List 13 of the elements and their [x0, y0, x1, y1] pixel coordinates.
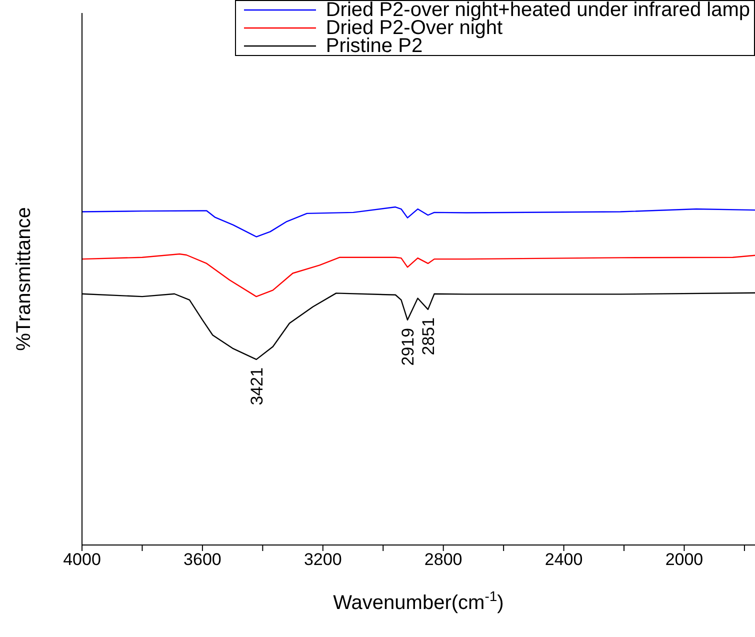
- annotation: 3421: [246, 367, 266, 406]
- x-axis-title: Wavenumber(cm$^{-1}$): [333, 588, 504, 614]
- x-tick-label: 2800: [424, 550, 462, 570]
- annotation: 2919: [398, 328, 418, 366]
- x-tick-label: 2000: [665, 550, 704, 570]
- y-axis-title: %Transmittance: [13, 207, 35, 351]
- x-tick-label: 4000: [63, 550, 101, 570]
- x-tick-label: 3200: [304, 550, 342, 570]
- x-tick-label: 3600: [184, 550, 222, 570]
- legend-label: Dried P2-over night+heated under infrared lamp: [326, 0, 750, 21]
- legend-label: Pristine P2: [326, 35, 423, 57]
- x-tick-label: 2400: [544, 550, 583, 570]
- annotation: 2851: [418, 317, 438, 356]
